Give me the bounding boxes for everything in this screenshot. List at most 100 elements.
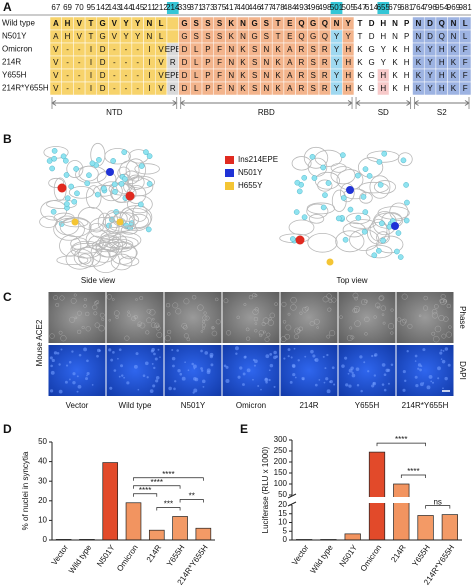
significance-bracket [400,474,426,478]
mutation-site [322,192,328,198]
residue: K [357,58,363,67]
residue: I [90,45,92,54]
residue: I [148,58,150,67]
nucleus [314,383,318,387]
protein-ribbon [308,214,325,224]
protein-ribbon [331,189,347,212]
cell-texture [440,294,446,299]
protein-ribbon [88,235,104,250]
mutation-site [49,165,55,172]
bar [393,483,410,541]
residue: N [451,19,457,28]
mutation-site [121,149,128,155]
residue: G [252,32,258,41]
residue: Y [427,58,433,67]
residue: V [53,84,59,93]
legend-label: N501Y [238,168,263,177]
cell-texture [326,334,331,339]
residue: N [415,19,421,28]
x-tick-label: N501Y [95,543,117,569]
mutation-site [403,182,409,188]
residue: K [416,84,422,93]
mutation-site [397,254,404,260]
cell-texture [200,330,204,333]
nucleus [60,348,63,351]
y-tick-label: 100 [274,479,288,488]
protein-ribbon [307,232,338,253]
position-label: 211 [143,3,156,12]
nucleus [246,368,251,373]
mutation-site [340,152,346,158]
bar [148,529,165,541]
nucleus [120,364,124,368]
residue: K [451,45,457,54]
nucleus [326,353,329,357]
nucleus [331,366,335,370]
phase-image [338,292,396,343]
residue: A [287,58,293,67]
position-label: 339 [178,3,192,12]
mutation-site [400,157,407,164]
cell-texture [380,305,387,311]
significance-label: **** [162,470,174,479]
nucleus [56,351,60,355]
residue: G [181,32,187,41]
position-label: 679 [388,3,402,12]
nucleus [201,379,206,384]
significance-bracket [156,507,181,511]
nucleus [50,370,55,375]
cell-texture [258,330,264,336]
nucleus [118,375,121,378]
cell-texture [127,310,130,314]
residue: E [287,32,292,41]
residue: K [228,19,234,28]
residue: G [368,84,374,93]
position-label: 67 [51,3,60,12]
cell-texture [326,293,332,299]
residue: H [345,45,351,54]
residue: R [170,58,176,67]
residue: T [276,19,281,28]
mutation-site [362,166,369,172]
protein-ribbon [109,241,137,265]
cell-texture [154,322,160,329]
position-label: 373 [201,3,215,12]
residue: H [404,84,410,93]
nucleus [135,352,139,356]
mutation-site [293,209,300,215]
cell-texture [267,319,274,326]
residue: Y [334,84,340,93]
nucleus [312,354,316,358]
nucleus [333,383,336,386]
site-n501y [391,222,399,230]
residue: F [463,45,468,54]
x-tick-label: Omicron [359,543,384,573]
residue: S [217,19,223,28]
residue: G [368,71,374,80]
nucleus [86,371,90,376]
residue: G [252,19,258,28]
row-label: N501Y [2,32,27,41]
x-tick-label: Wild type [309,543,336,576]
cell-texture [94,322,100,328]
nucleus [96,354,99,358]
residue: - [78,71,81,80]
protein-ribbon [73,246,101,268]
residue: G [368,58,374,67]
residue: A [287,84,293,93]
nucleus [273,385,276,388]
nucleus [414,375,418,379]
position-label: 143 [108,3,122,12]
mutation-site [63,157,69,164]
nucleus [200,367,203,370]
residue: F [463,84,468,93]
residue: K [275,71,281,80]
nucleus [72,372,76,376]
residue: - [125,84,128,93]
cell-texture [106,294,112,300]
mutation-site [46,158,53,164]
x-tick-label: Vector [290,543,311,567]
protein-ribbon [369,175,391,199]
residue: L [159,32,164,41]
nucleus [265,380,268,384]
